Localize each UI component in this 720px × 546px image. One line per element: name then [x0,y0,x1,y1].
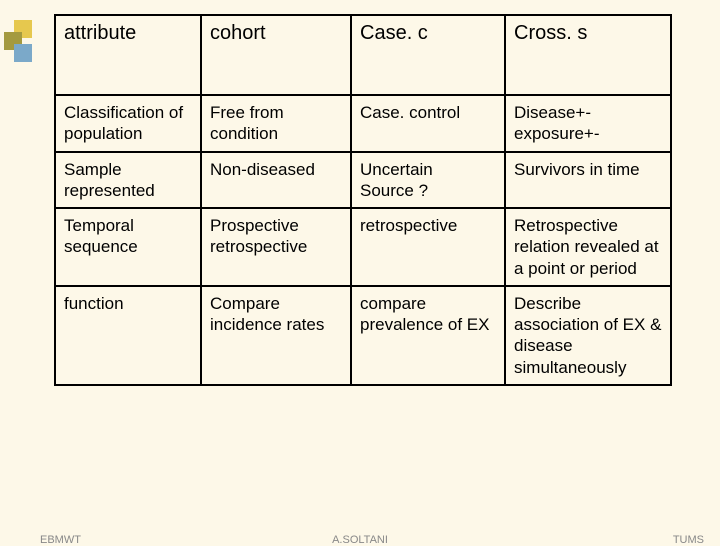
table-row: function Compare incidence rates compare… [55,286,671,385]
cell-cohort: Prospectiveretrospective [201,208,351,286]
decor-square-blue [14,44,32,62]
table-header-row: attribute cohort Case. c Cross. s [55,15,671,95]
cell-case-c: compare prevalence of EX [351,286,505,385]
comparison-table: attribute cohort Case. c Cross. s Classi… [54,14,672,386]
cell-case-c: Case. control [351,95,505,152]
col-header-attribute: attribute [55,15,201,95]
col-header-cohort: cohort [201,15,351,95]
comparison-table-container: attribute cohort Case. c Cross. s Classi… [54,14,670,386]
table-row: Sample represented Non-diseased Uncertai… [55,152,671,209]
cell-cross-s: Describe association of EX & disease sim… [505,286,671,385]
col-header-cross-s: Cross. s [505,15,671,95]
table-row: Classification of population Free from c… [55,95,671,152]
cell-attribute: function [55,286,201,385]
footer-center: A.SOLTANI [332,534,388,546]
table-row: Temporal sequence Prospectiveretrospecti… [55,208,671,286]
cell-cross-s: Disease+-exposure+- [505,95,671,152]
col-header-case-c: Case. c [351,15,505,95]
cell-attribute: Sample represented [55,152,201,209]
footer-left: EBMWT [40,534,81,546]
cell-cohort: Non-diseased [201,152,351,209]
footer-right: TUMS [673,534,704,546]
cell-cohort: Compare incidence rates [201,286,351,385]
cell-attribute: Temporal sequence [55,208,201,286]
cell-cross-s: Retrospectiverelation revealed at a poin… [505,208,671,286]
cell-attribute: Classification of population [55,95,201,152]
cell-case-c: retrospective [351,208,505,286]
cell-case-c: UncertainSource ? [351,152,505,209]
cell-cohort: Free from condition [201,95,351,152]
cell-cross-s: Survivors in time [505,152,671,209]
